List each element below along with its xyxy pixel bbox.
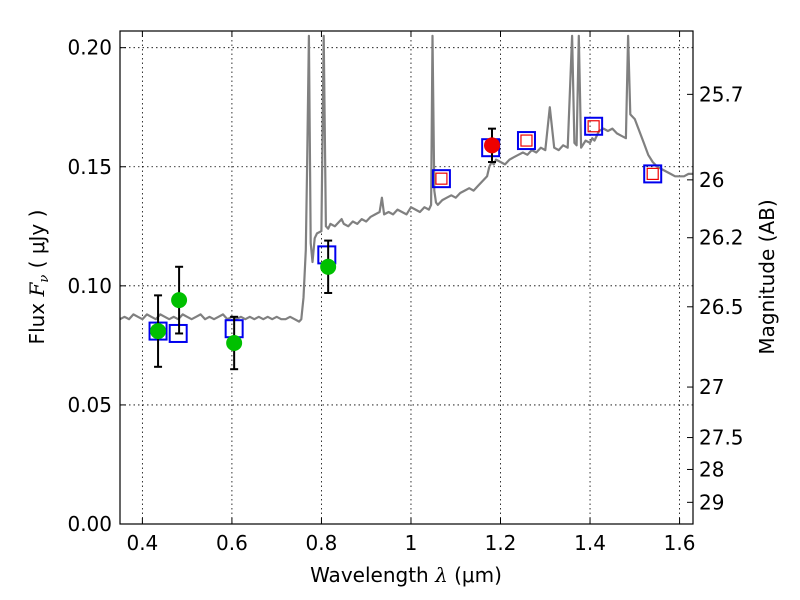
optical-detections-marker xyxy=(150,323,167,340)
y-tick-label: 0.10 xyxy=(67,274,112,298)
y-tick-label: 0.05 xyxy=(67,393,112,417)
optical-detections-marker xyxy=(226,334,243,351)
x-tick-label: 1.4 xyxy=(574,531,606,555)
model-photometry-marker xyxy=(643,164,663,184)
y-right-tick-label: 26.2 xyxy=(699,226,744,250)
x-tick-label: 0.4 xyxy=(126,531,158,555)
y-tick-label: 0.15 xyxy=(67,155,112,179)
y-right-tick-label: 26 xyxy=(699,168,724,192)
near-ir-upper-limits-marker xyxy=(435,172,448,185)
near-ir-detection-marker xyxy=(484,137,501,154)
axis-ticks: 0.4 0.6 0.8 1 1.2 1.4 1.6 0.00 0.05 0.10 0.15 0.20 2… xyxy=(67,31,744,555)
x-axis-title: Wavelength λ (μm) xyxy=(310,563,502,587)
plot-area xyxy=(120,34,693,371)
x-tick-label: 0.8 xyxy=(306,531,338,555)
x-tick-label: 1 xyxy=(405,531,418,555)
model-photometry-marker xyxy=(584,116,604,136)
model-spectrum-line xyxy=(120,34,693,323)
y-right-tick-label: 25.7 xyxy=(699,82,744,106)
y-axis-title: Flux Fν ( μJy ) xyxy=(25,210,52,345)
x-tick-label: 0.6 xyxy=(216,531,248,555)
y-right-tick-label: 27.5 xyxy=(699,426,744,450)
grid xyxy=(120,31,693,525)
x-tick-label: 1.2 xyxy=(485,531,517,555)
y-right-axis-title: Magnitude (AB) xyxy=(755,199,779,354)
x-tick-label: 1.6 xyxy=(664,531,696,555)
y-tick-label: 0.00 xyxy=(67,512,112,536)
model-photometry-marker xyxy=(516,131,536,151)
near-ir-upper-limits-marker xyxy=(646,167,659,180)
plot-frame xyxy=(119,30,694,525)
near-ir-upper-limits-marker xyxy=(520,134,533,147)
near-ir-upper-limits-marker xyxy=(587,120,600,133)
y-right-tick-label: 28 xyxy=(699,457,724,481)
y-right-tick-label: 29 xyxy=(699,490,724,514)
optical-detections-marker xyxy=(320,258,337,275)
y-right-tick-label: 27 xyxy=(699,375,724,399)
y-right-tick-label: 26.5 xyxy=(699,295,744,319)
optical-detections-marker xyxy=(171,292,188,309)
model-photometry-marker xyxy=(431,169,451,189)
y-tick-label: 0.20 xyxy=(67,36,112,60)
